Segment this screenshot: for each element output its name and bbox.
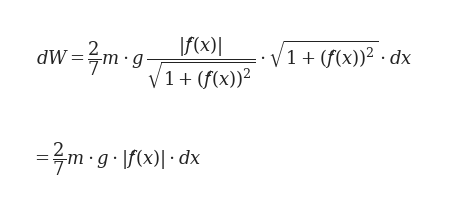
Text: $dW = \dfrac{2}{7}m \cdot g\, \dfrac{|f\!'(x)|}{\sqrt{1+\left(f\!'(x)\right)^2}}: $dW = \dfrac{2}{7}m \cdot g\, \dfrac{|f\… (36, 35, 413, 92)
Text: $= \dfrac{2}{7}m \cdot g \cdot |f\!'(x)| \cdot dx$: $= \dfrac{2}{7}m \cdot g \cdot |f\!'(x)|… (31, 140, 202, 178)
